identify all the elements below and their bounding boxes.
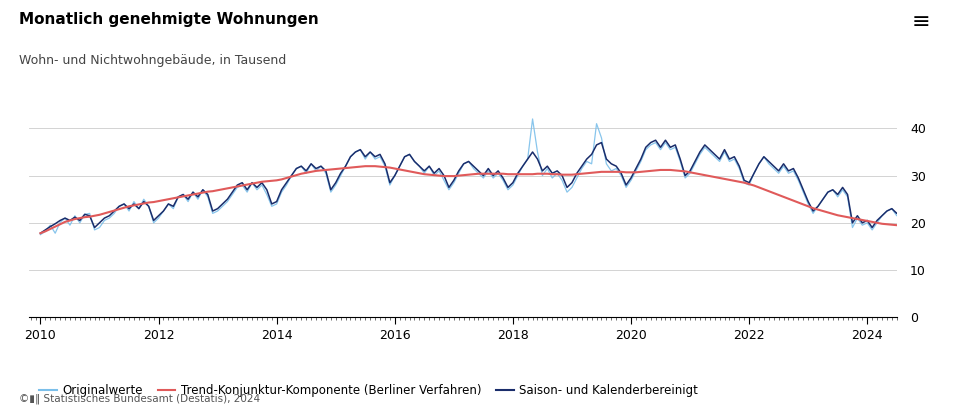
Text: ≡: ≡ bbox=[910, 12, 929, 33]
Text: Monatlich genehmigte Wohnungen: Monatlich genehmigte Wohnungen bbox=[19, 12, 318, 27]
Text: Wohn- und Nichtwohngebäude, in Tausend: Wohn- und Nichtwohngebäude, in Tausend bbox=[19, 54, 286, 67]
Text: ©▮‖ Statistisches Bundesamt (Destatis), 2024: ©▮‖ Statistisches Bundesamt (Destatis), … bbox=[19, 393, 260, 404]
Legend: Originalwerte, Trend-Konjunktur-Komponente (Berliner Verfahren), Saison- und Kal: Originalwerte, Trend-Konjunktur-Komponen… bbox=[34, 379, 702, 402]
